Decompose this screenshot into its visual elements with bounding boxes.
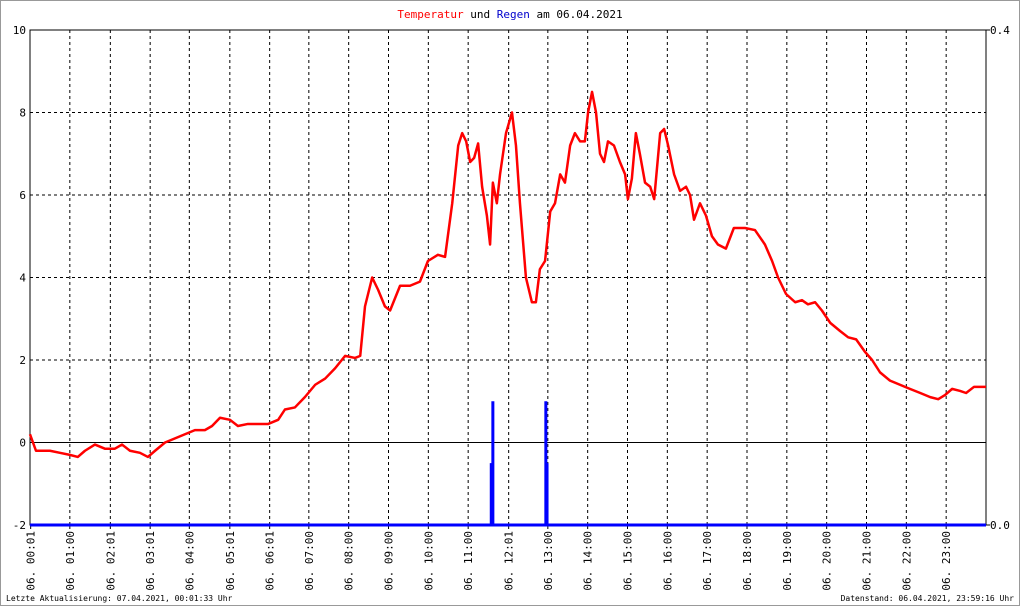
x-tick-label: 06. 04:00 — [183, 531, 196, 591]
y-tick-label: -2 — [13, 519, 26, 532]
rain-bar — [489, 463, 493, 525]
x-tick-label: 06. 02:01 — [104, 531, 117, 591]
x-tick-label: 06. 00:01 — [25, 531, 38, 591]
x-tick-label: 06. 13:00 — [542, 531, 555, 591]
x-tick-label: 06. 17:00 — [701, 531, 714, 591]
rain-bar — [491, 401, 495, 525]
x-tick-label: 06. 22:00 — [900, 531, 913, 591]
title-mid: und — [470, 8, 490, 21]
title-end: am 06.04.2021 — [537, 8, 623, 21]
title-temp: Temperatur — [397, 8, 464, 21]
x-tick-label: 06. 01:00 — [64, 531, 77, 591]
x-tick-label: 06. 09:00 — [383, 531, 396, 591]
x-tick-label: 06. 08:00 — [343, 531, 356, 591]
title-rain: Regen — [497, 8, 530, 21]
x-tick-label: 06. 21:00 — [861, 531, 874, 591]
footer-left: Letzte Aktualisierung: 07.04.2021, 00:01… — [6, 594, 233, 603]
x-tick-label: 06. 14:00 — [582, 531, 595, 591]
footer-right: Datenstand: 06.04.2021, 23:59:16 Uhr — [841, 594, 1015, 603]
x-tick-label: 06. 05:01 — [224, 531, 237, 591]
x-tick-label: 06. 18:00 — [741, 531, 754, 591]
x-tick-label: 06. 07:00 — [303, 531, 316, 591]
x-tick-label: 06. 11:00 — [462, 531, 475, 591]
y-tick-label: 10 — [13, 24, 26, 37]
x-tick-label: 06. 12:01 — [503, 531, 516, 591]
x-tick-label: 06. 19:00 — [781, 531, 794, 591]
y-tick-label: 0 — [19, 437, 26, 450]
x-tick-label: 06. 03:01 — [144, 531, 157, 591]
y-tick-label: 4 — [19, 272, 26, 285]
y2-tick-label: 0.0 — [990, 519, 1010, 532]
temperature-line — [28, 90, 986, 459]
chart-title: Temperatur und Regen am 06.04.2021 — [397, 8, 622, 21]
y-tick-label: 6 — [19, 189, 26, 202]
x-tick-label: 06. 16:00 — [661, 531, 674, 591]
rain-bar — [545, 463, 549, 525]
y-tick-label: 2 — [19, 354, 26, 367]
y2-tick-label: 0.4 — [990, 24, 1010, 37]
x-tick-label: 06. 15:00 — [622, 531, 635, 591]
y-tick-label: 8 — [19, 107, 26, 120]
x-tick-label: 06. 06:01 — [264, 531, 277, 591]
x-tick-label: 06. 23:00 — [940, 531, 953, 591]
x-tick-label: 06. 20:00 — [821, 531, 834, 591]
x-tick-label: 06. 10:00 — [422, 531, 435, 591]
